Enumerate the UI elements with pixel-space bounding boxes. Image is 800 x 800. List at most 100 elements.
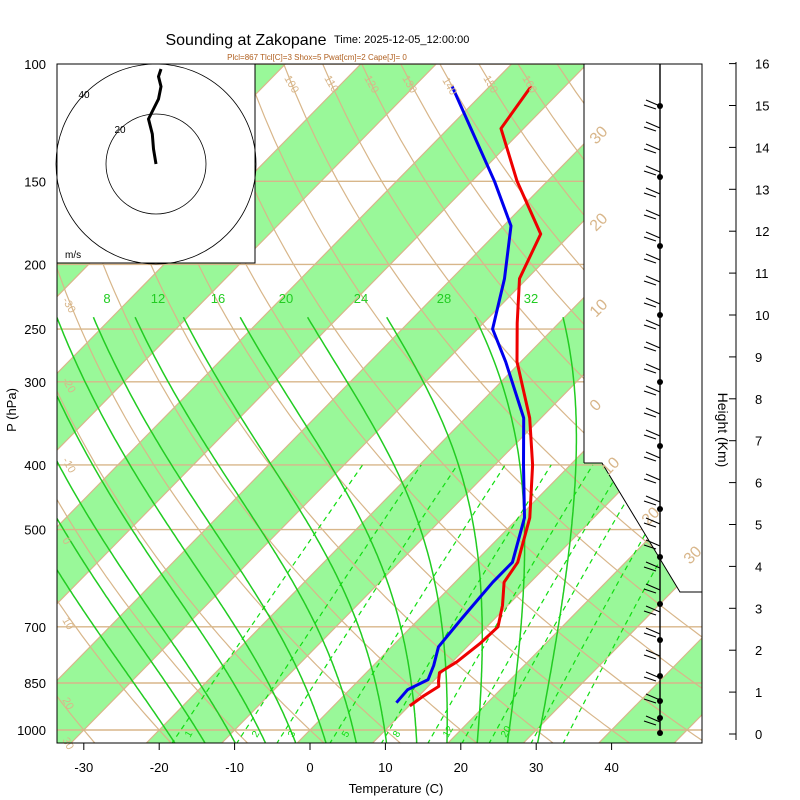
wind-barbs (643, 64, 663, 736)
wind-barb (645, 341, 661, 349)
height-tick-label: 9 (755, 350, 762, 365)
hodograph-ring (55, 63, 257, 265)
wind-level-dot (657, 698, 663, 704)
pressure-tick-label: 700 (24, 620, 46, 635)
x-tick-label: 20 (454, 760, 468, 775)
mixing-ratio-line (276, 464, 458, 743)
wind-level-dot (657, 601, 663, 607)
wind-barb (645, 121, 661, 129)
hodograph-trace (146, 68, 163, 165)
wind-level-dot (657, 312, 663, 318)
mixing-ratio-label: 12 (441, 724, 456, 740)
wind-barb (645, 649, 661, 657)
moist-adiabat-label: 28 (437, 291, 451, 306)
wind-level-dot (657, 730, 663, 736)
y-axis-label: P (hPa) (4, 388, 19, 432)
moist-adiabat-label: 32 (524, 291, 538, 306)
wind-barb (645, 473, 661, 481)
wind-barb (643, 698, 657, 704)
mixing-ratio-line (380, 464, 552, 743)
wind-barb (645, 209, 661, 217)
height-tick-label: 2 (755, 643, 762, 658)
wind-barb (643, 258, 657, 264)
wind-barb (643, 522, 657, 528)
moist-adiabat (57, 568, 176, 743)
dry-adiabat (126, 64, 631, 743)
chart-time: Time: 2025-12-05_12:00:00 (334, 34, 469, 46)
dry-adiabat-label: 100 (281, 74, 301, 96)
isotherm-line (522, 560, 702, 743)
wind-barb (645, 583, 661, 591)
height-tick-label: 4 (755, 559, 762, 574)
hodograph-ring-label: 20 (114, 125, 126, 136)
mixing-ratio-label: 20 (499, 724, 514, 740)
wind-level-dot (657, 379, 663, 385)
wind-barb (643, 324, 657, 330)
dry-adiabat (361, 64, 702, 488)
moist-adiabat (57, 517, 206, 743)
wind-barb (643, 104, 657, 110)
height-axis-label: Height (Km) (715, 393, 731, 468)
mixing-ratio-label: 2 (250, 729, 263, 740)
wind-barb (645, 143, 661, 151)
wind-barb (645, 253, 661, 261)
dewpoint-profile (395, 85, 526, 704)
moist-adiabat-label: 12 (151, 291, 165, 306)
height-tick-label: 10 (755, 308, 769, 323)
x-tick-label: 0 (306, 760, 313, 775)
height-tick-label: 1 (755, 685, 762, 700)
x-tick-label: 10 (378, 760, 392, 775)
moist-adiabat (57, 394, 267, 743)
moist-adiabat (474, 316, 526, 743)
wind-barb (643, 720, 657, 726)
height-tick-label: 14 (755, 140, 769, 155)
wind-barb (645, 385, 661, 393)
temperature-profile (408, 85, 543, 708)
wind-barb (643, 346, 657, 352)
wind-barb (645, 605, 661, 613)
wind-barb (643, 434, 657, 440)
height-tick-label: 6 (755, 476, 762, 491)
wind-level-dot (657, 103, 663, 109)
wind-barb (645, 429, 661, 437)
wind-barb (643, 676, 657, 682)
mixing-ratio-line (530, 464, 686, 743)
height-tick-label: 3 (755, 601, 762, 616)
wind-level-dot (657, 443, 663, 449)
moist-adiabat (57, 316, 297, 743)
wind-barb (645, 165, 661, 173)
wind-barb (645, 693, 661, 701)
height-tick-label: 16 (755, 57, 769, 72)
mixing-ratio-label: 5 (340, 729, 353, 740)
wind-barb (645, 187, 661, 195)
corner-mask-upper-right (584, 64, 702, 592)
pressure-tick-label: 100 (24, 57, 46, 72)
dry-adiabat-label: -30 (59, 296, 77, 316)
wind-barb (645, 363, 661, 371)
moist-adiabat (306, 316, 448, 743)
wind-barb (645, 517, 661, 525)
height-tick-label: 13 (755, 182, 769, 197)
wind-level-dot (657, 637, 663, 643)
x-tick-label: -30 (74, 760, 93, 775)
moist-adiabat (386, 316, 484, 743)
pressure-tick-label: 300 (24, 375, 46, 390)
moist-adiabat-label: 8 (103, 291, 110, 306)
wind-barb (643, 236, 657, 242)
wind-level-dot (657, 715, 663, 721)
wind-barb (643, 500, 657, 506)
pressure-tick-label: 250 (24, 322, 46, 337)
mixing-ratio-line (461, 464, 624, 743)
wind-barb (643, 588, 657, 594)
wind-barb (643, 390, 657, 396)
mixing-ratio-line (329, 464, 506, 743)
mixing-ratio-label: 8 (391, 729, 404, 740)
wind-barb (643, 148, 657, 154)
pressure-tick-label: 850 (24, 676, 46, 691)
corner-mask (583, 64, 702, 593)
mixing-ratio-label: 3 (286, 729, 299, 740)
pressure-tick-label: 200 (24, 257, 46, 272)
y-axis: 100 150 200 250 300 400 500 700 850 1000 (17, 57, 46, 738)
